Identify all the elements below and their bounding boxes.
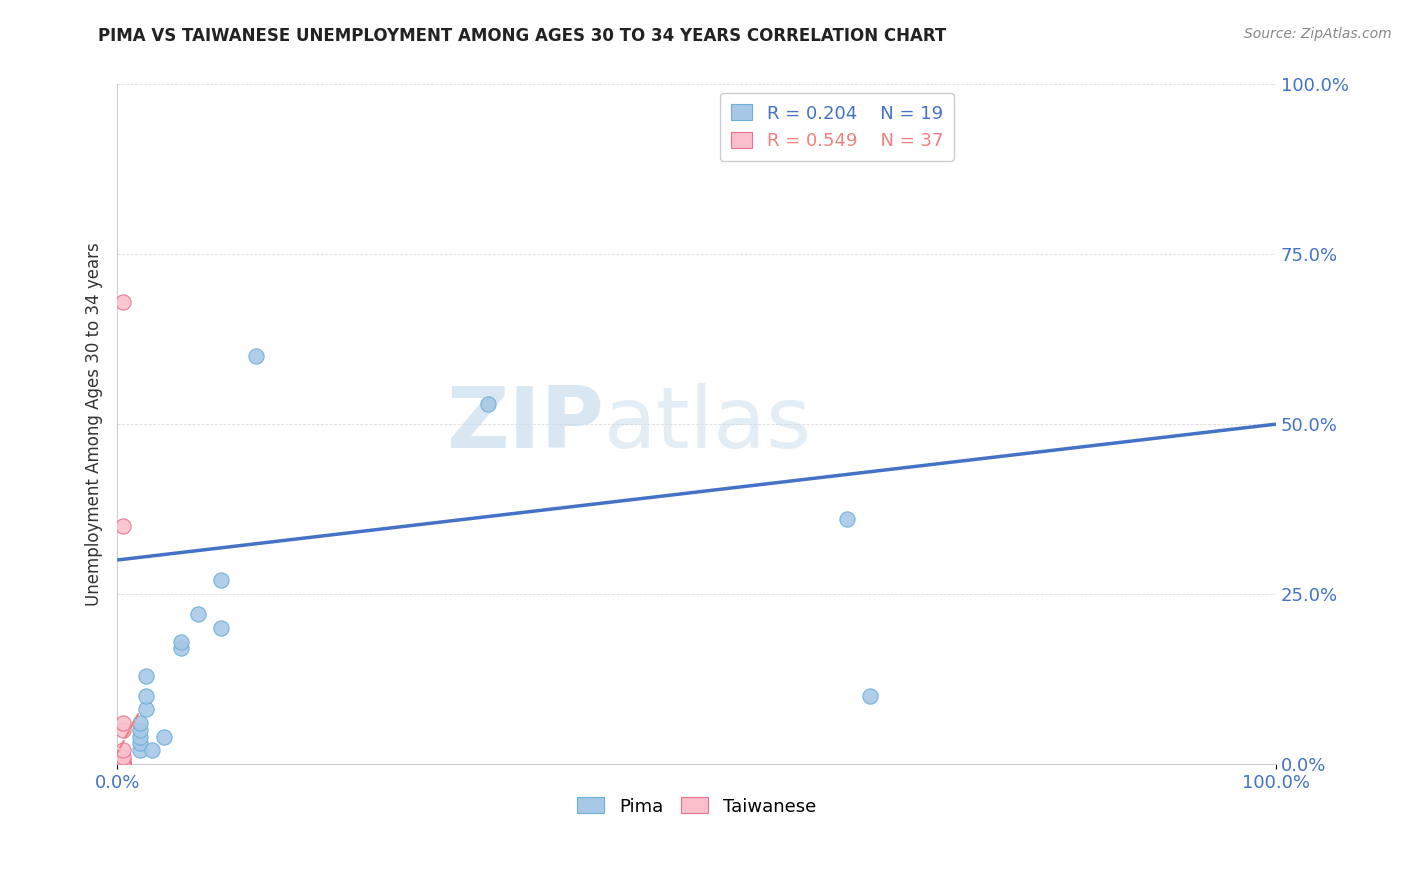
Point [152,730,174,744]
Point [111,743,134,757]
Point [135,689,157,703]
Point [859,689,882,703]
Point [111,723,134,737]
Point [477,397,499,411]
Point [111,756,134,771]
Point [111,756,134,771]
Point [111,756,134,771]
Point [211,574,233,588]
Point [111,756,134,771]
Point [837,512,859,526]
Point [211,621,233,635]
Point [111,756,134,771]
Point [111,756,134,771]
Point [129,730,152,744]
Point [111,756,134,771]
Point [111,756,134,771]
Point [111,756,134,771]
Point [111,756,134,771]
Point [170,634,193,648]
Point [111,756,134,771]
Point [111,756,134,771]
Point [111,756,134,771]
Point [129,723,152,737]
Point [111,519,134,533]
Point [111,756,134,771]
Point [111,756,134,771]
Text: Source: ZipAtlas.com: Source: ZipAtlas.com [1244,27,1392,41]
Point [135,668,157,682]
Point [141,743,163,757]
Point [111,756,134,771]
Point [111,756,134,771]
Point [111,294,134,309]
Text: ZIP: ZIP [446,383,603,466]
Point [170,641,193,656]
Point [111,756,134,771]
Point [111,756,134,771]
Point [111,756,134,771]
Legend: Pima, Taiwanese: Pima, Taiwanese [569,790,823,822]
Y-axis label: Unemployment Among Ages 30 to 34 years: Unemployment Among Ages 30 to 34 years [86,243,103,606]
Point [111,756,134,771]
Point [111,756,134,771]
Point [111,756,134,771]
Text: atlas: atlas [603,383,811,466]
Point [111,756,134,771]
Point [187,607,209,622]
Point [111,756,134,771]
Point [245,349,267,363]
Point [111,756,134,771]
Point [129,736,152,750]
Text: PIMA VS TAIWANESE UNEMPLOYMENT AMONG AGES 30 TO 34 YEARS CORRELATION CHART: PIMA VS TAIWANESE UNEMPLOYMENT AMONG AGE… [98,27,946,45]
Point [111,750,134,764]
Point [129,716,152,731]
Point [111,716,134,731]
Point [111,756,134,771]
Point [111,756,134,771]
Point [111,756,134,771]
Point [135,702,157,716]
Point [111,753,134,767]
Point [129,743,152,757]
Point [111,756,134,771]
